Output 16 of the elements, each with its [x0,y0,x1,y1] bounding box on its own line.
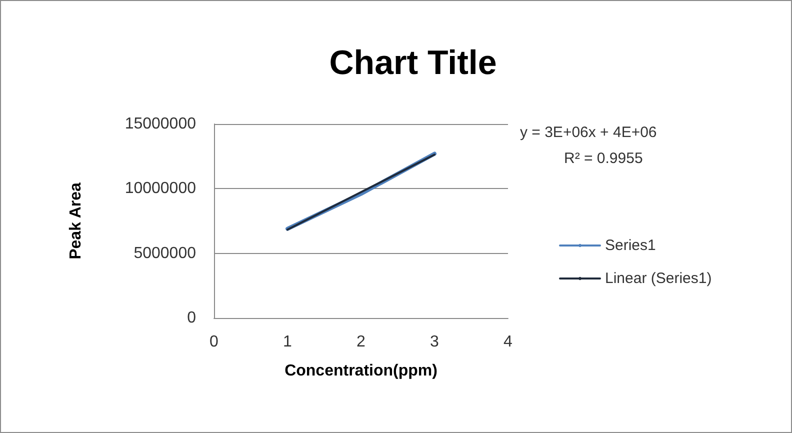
x-tick-label: 1 [283,334,292,350]
x-tick-label: 0 [210,334,219,350]
legend-label: Series1 [605,237,656,254]
y-tick-label: 0 [187,310,196,326]
chart-title: Chart Title [329,44,497,82]
x-axis-title: Concentration(ppm) [284,362,438,380]
x-tick-label: 3 [430,334,440,350]
legend-label: Linear (Series1) [605,270,712,287]
y-axis-title: Peak Area [68,182,84,260]
x-tick-label: 4 [504,334,513,350]
y-tick-label: 5000000 [134,244,196,262]
text: y = 3E+06x + 4E+06 [520,124,657,141]
text: R² = 0.9955 [564,150,643,167]
y-tick-label: 10000000 [124,180,196,198]
x-tick-label: 2 [356,334,366,350]
y-tick-label: 15000000 [124,116,196,132]
